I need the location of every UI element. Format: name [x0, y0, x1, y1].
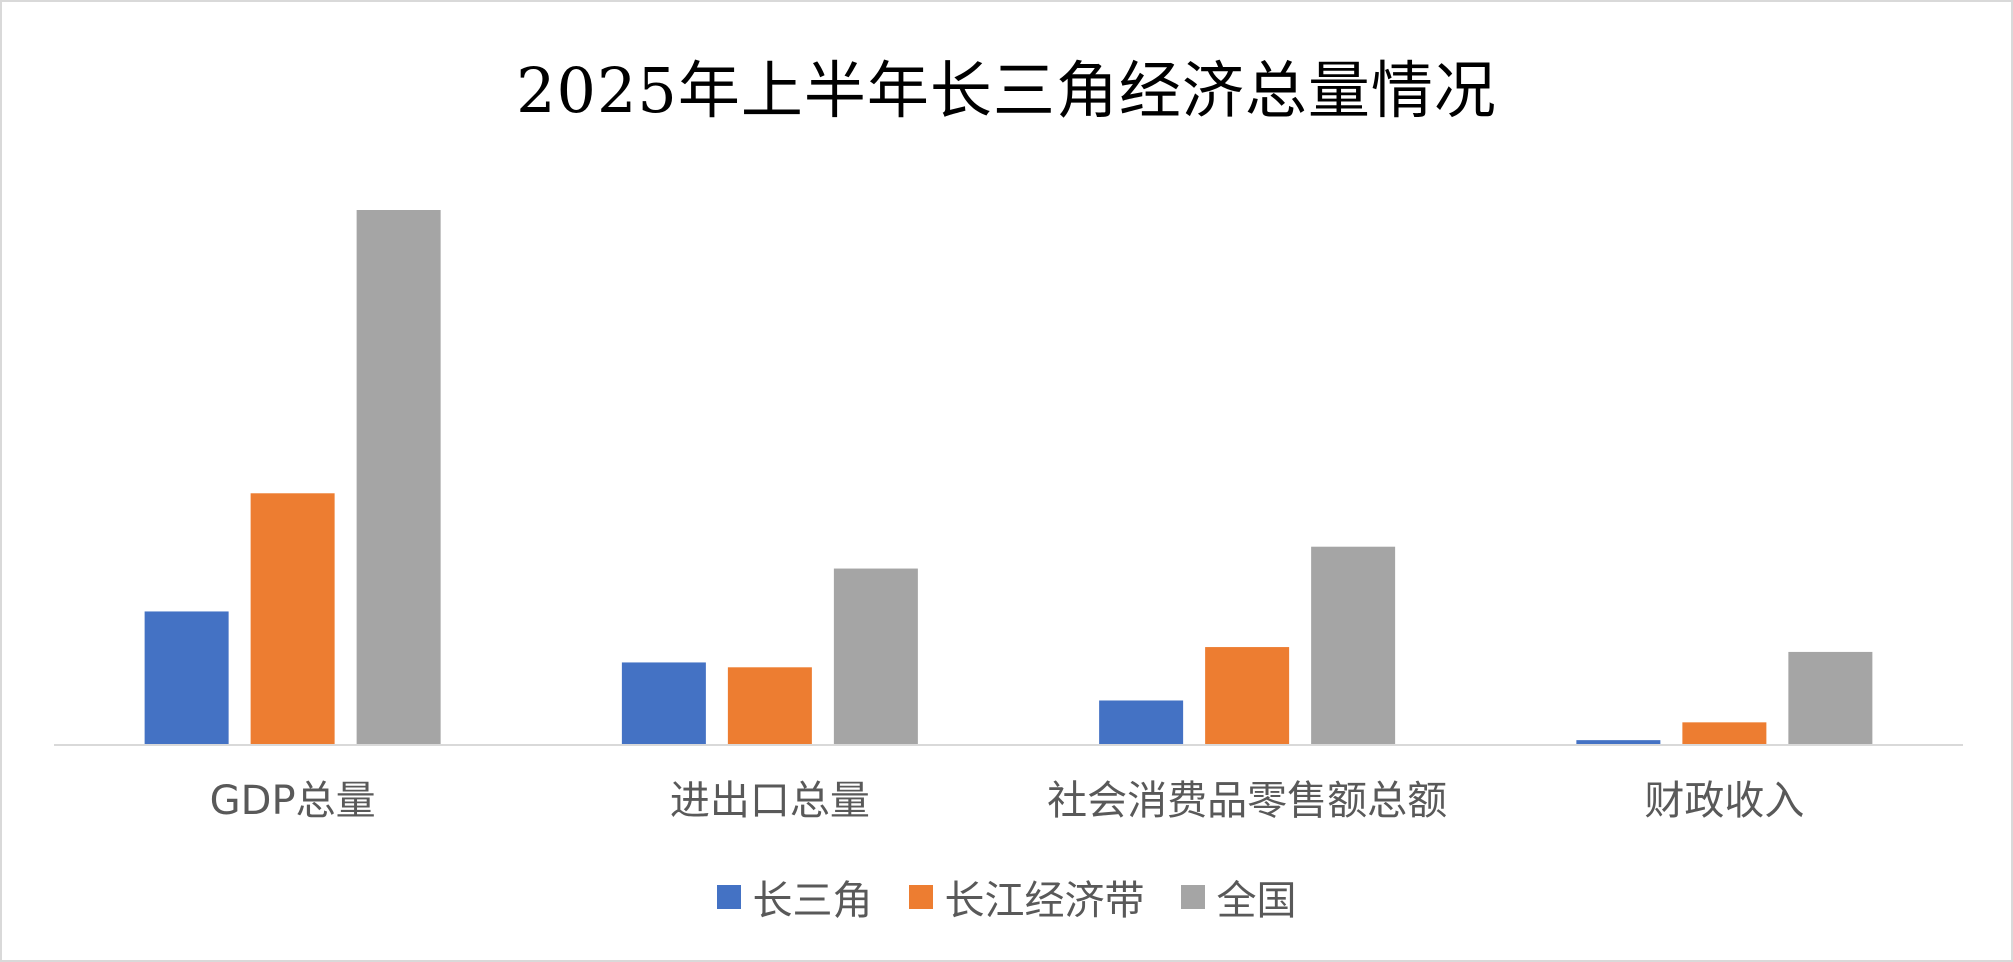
legend-swatch	[908, 885, 933, 909]
bar-2-series-1	[621, 662, 706, 745]
bar-3-series-1	[1099, 700, 1184, 745]
bar-4-series-3	[1788, 651, 1873, 745]
legend-swatch	[716, 885, 741, 909]
legend: 长三角 长江经济带 全国	[2, 868, 2011, 926]
legend-label: 长江经济带	[944, 878, 1145, 924]
category-label: GDP总量	[210, 778, 376, 824]
bar-2-series-3	[833, 568, 918, 745]
legend-label: 全国	[1216, 878, 1297, 924]
legend-item: 全国	[1180, 868, 1297, 926]
bar-1-series-2	[250, 493, 335, 745]
bar-4-series-2	[1682, 722, 1767, 745]
bar-3-series-2	[1205, 647, 1290, 745]
bar-1-series-3	[356, 210, 441, 745]
legend-item: 长三角	[716, 868, 873, 926]
chart-title: 2025年上半年长三角经济总量情况	[516, 54, 1497, 127]
legend-swatch	[1180, 885, 1205, 909]
category-label: 进出口总量	[670, 778, 870, 824]
bars-group	[144, 210, 1873, 745]
category-label: 社会消费品零售额总额	[1047, 778, 1447, 824]
legend-item: 长江经济带	[908, 868, 1145, 926]
category-label: 财政收入	[1644, 778, 1804, 824]
category-labels: GDP总量 进出口总量 社会消费品零售额总额 财政收入	[210, 778, 1805, 824]
bar-2-series-2	[727, 667, 812, 745]
bar-3-series-3	[1311, 546, 1396, 745]
bar-1-series-1	[144, 611, 229, 745]
bar-4-series-1	[1576, 740, 1661, 745]
legend-label: 长三角	[752, 878, 873, 924]
